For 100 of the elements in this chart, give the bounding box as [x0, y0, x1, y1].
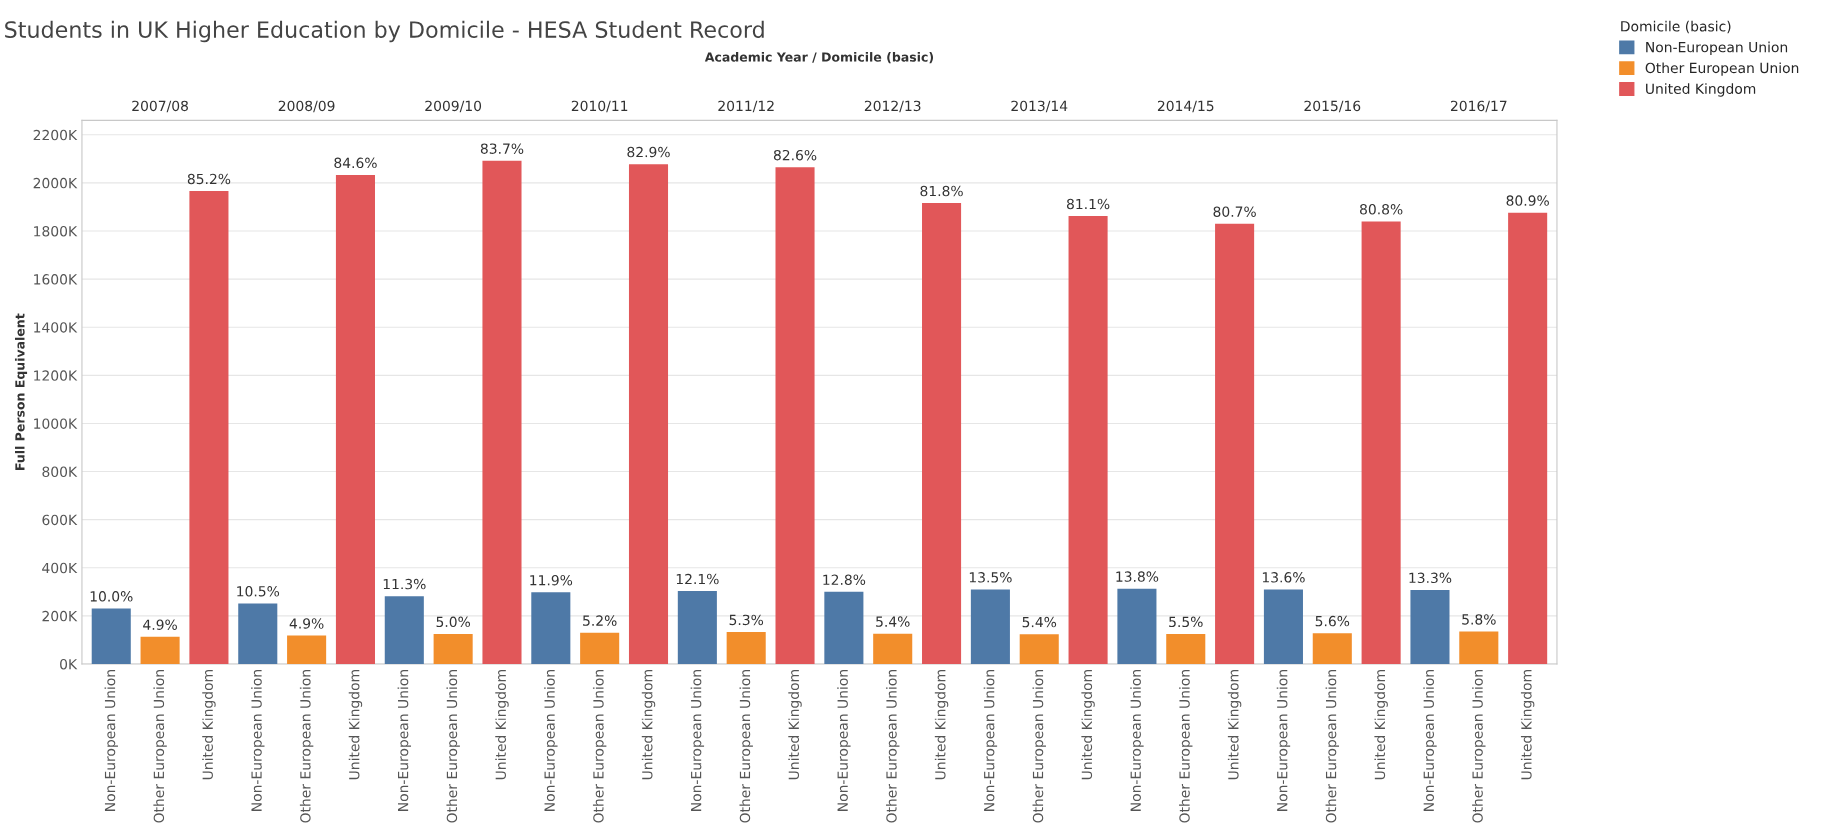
- annotation: 11.9%: [530, 574, 573, 586]
- bar: [580, 632, 620, 664]
- annotation: 12.1%: [676, 573, 719, 585]
- y-tick-label: 400K: [42, 562, 78, 574]
- x-tick-label: Other European Union: [1325, 670, 1340, 823]
- text: 2009/10: [425, 100, 482, 113]
- annotation: 13.6%: [1262, 572, 1305, 583]
- y-tick-label: 200K: [42, 610, 78, 622]
- x-tick-label: Other European Union: [1179, 670, 1193, 823]
- x-tick-label: United Kingdom: [495, 670, 509, 780]
- bar: [775, 167, 815, 664]
- x-tick-label: United Kingdom: [788, 670, 802, 780]
- x-tick-label: United Kingdom: [1520, 670, 1535, 780]
- bar: [433, 633, 473, 664]
- annotation: 4.9%: [289, 618, 324, 629]
- x-tick-label: Other European Union: [592, 670, 607, 823]
- annotation: 5.5%: [1169, 616, 1203, 628]
- annotation: 81.8%: [920, 185, 963, 197]
- annotation: 82.9%: [627, 146, 670, 158]
- bar: [140, 636, 180, 664]
- annotation: 80.8%: [1360, 204, 1403, 215]
- annotation: 83.7%: [480, 143, 524, 154]
- annotation: 84.6%: [334, 157, 377, 169]
- annotation: 11.3%: [383, 578, 426, 590]
- bar: [482, 160, 522, 664]
- text: 2013/14: [1011, 100, 1068, 113]
- y-tick-label: 800K: [42, 466, 78, 478]
- text: 2008/09: [278, 100, 335, 113]
- y-tick-label: 1800K: [34, 225, 78, 237]
- text: Academic Year / Domicile (basic): [704, 52, 934, 64]
- annotation: 85.2%: [187, 173, 231, 185]
- x-tick-label: Other European Union: [299, 670, 314, 823]
- annotation: 5.2%: [583, 615, 617, 626]
- bar: [1410, 589, 1450, 664]
- x-tick-label: United Kingdom: [1374, 670, 1388, 780]
- x-tick-label: United Kingdom: [1081, 670, 1095, 780]
- y-tick-label: 1600K: [34, 274, 78, 285]
- annotation: 10.0%: [90, 591, 133, 602]
- x-tick-label: Non-European Union: [837, 670, 851, 811]
- bar: [1361, 221, 1401, 664]
- bar: [1508, 212, 1548, 664]
- bar: [189, 191, 229, 664]
- x-tick-label: United Kingdom: [1227, 670, 1242, 780]
- y-tick-label: 1400K: [34, 322, 78, 333]
- bar: [726, 632, 766, 664]
- bar: [677, 591, 717, 664]
- x-tick-label: Other European Union: [1032, 670, 1046, 823]
- annotation: 80.9%: [1506, 195, 1549, 206]
- x-tick-label: United Kingdom: [202, 670, 216, 780]
- annotation: 5.0%: [436, 616, 471, 628]
- bar: [1117, 588, 1157, 664]
- x-tick-label: Non-European Union: [397, 670, 412, 811]
- bar: [1312, 633, 1352, 664]
- annotation: 5.3%: [729, 614, 764, 626]
- x-tick-label: Other European Union: [446, 670, 460, 823]
- bar: [970, 589, 1010, 664]
- x-tick-label: Other European Union: [1472, 670, 1486, 823]
- y-tick-label: 2000K: [33, 177, 78, 189]
- bar: [1459, 631, 1499, 664]
- chart-title: Students in UK Higher Education by Domicile - HESA Student Record: [5, 20, 764, 43]
- bar: [1019, 634, 1059, 664]
- x-tick-label: Non-European Union: [251, 670, 265, 811]
- text: 2010/11: [571, 100, 628, 113]
- text: 2014/15: [1157, 100, 1214, 113]
- annotation: 13.3%: [1409, 572, 1452, 584]
- x-tick-label: United Kingdom: [348, 670, 363, 780]
- bar: [1068, 216, 1108, 664]
- y-tick-label: 0K: [60, 658, 78, 670]
- bar: [922, 203, 962, 664]
- bar: [1263, 589, 1303, 664]
- y-tick-label: 600K: [42, 514, 78, 526]
- annotation: 5.4%: [876, 616, 910, 627]
- legend-label: Other European Union: [1645, 62, 1799, 76]
- bar: [531, 592, 571, 664]
- bar: [287, 635, 327, 664]
- legend-label: Non-European Union: [1646, 41, 1788, 56]
- x-tick-label: Non-European Union: [544, 670, 558, 811]
- y-tick-label: 1000K: [34, 418, 78, 429]
- bar: [91, 608, 131, 664]
- annotation: 10.5%: [237, 586, 280, 597]
- legend-title: Domicile (basic): [1621, 20, 1731, 34]
- x-tick-label: Non-European Union: [104, 670, 118, 811]
- bar: [1166, 633, 1206, 664]
- text: 2016/17: [1450, 100, 1507, 113]
- y-tick-label: 2200K: [33, 129, 78, 141]
- x-tick-label: Non-European Union: [1423, 670, 1437, 811]
- bar: [824, 591, 864, 664]
- text: 2007/08: [132, 100, 188, 113]
- bar: [873, 633, 913, 664]
- x-tick-label: Non-European Union: [1130, 670, 1144, 811]
- annotation: 13.8%: [1116, 571, 1159, 582]
- x-tick-label: Other European Union: [885, 670, 900, 823]
- x-tick-label: Non-European Union: [1276, 670, 1291, 811]
- annotation: 5.4%: [1022, 616, 1057, 628]
- annotation: 4.9%: [143, 619, 177, 630]
- text: 2011/12: [718, 100, 774, 113]
- bar: [1215, 223, 1255, 664]
- bar: [384, 596, 424, 664]
- y-axis-title: Full Person Equivalent: [14, 313, 28, 470]
- y-tick-label: 1200K: [34, 370, 78, 381]
